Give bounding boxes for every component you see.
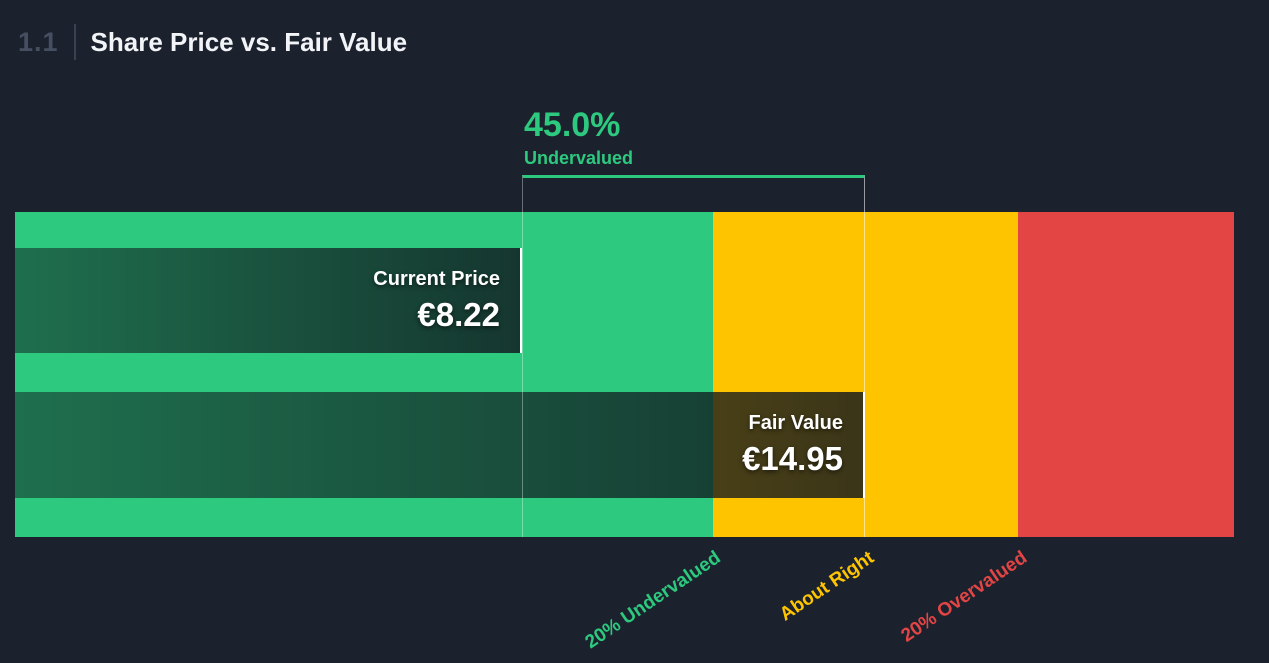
current-price-value: €8.22 — [417, 295, 500, 333]
fair-value-value: €14.95 — [742, 440, 843, 477]
zone-label-undervalued: 20% Undervalued — [581, 547, 725, 654]
discount-label: Undervalued — [524, 148, 634, 168]
zone-label-overvalued: 20% Overvalued — [897, 547, 1032, 647]
discount-annotation: 45.0% Undervalued — [524, 108, 633, 167]
discount-percent: 45.0% — [524, 106, 621, 144]
fair-value-label: Fair Value — [748, 412, 844, 434]
current-price-label: Current Price — [373, 267, 500, 290]
current-price-bar[interactable]: Current Price €8.22 — [15, 248, 522, 353]
zone-label-about-right: About Right — [776, 547, 879, 626]
section-number: 1.1 — [18, 26, 59, 57]
chart-header: 1.1 Share Price vs. Fair Value — [18, 24, 407, 60]
page-title: Share Price vs. Fair Value — [90, 26, 408, 57]
header-divider — [73, 24, 76, 60]
overvalued-band — [1018, 212, 1234, 537]
fair-value-bar[interactable]: Fair Value €14.95 — [15, 392, 865, 498]
